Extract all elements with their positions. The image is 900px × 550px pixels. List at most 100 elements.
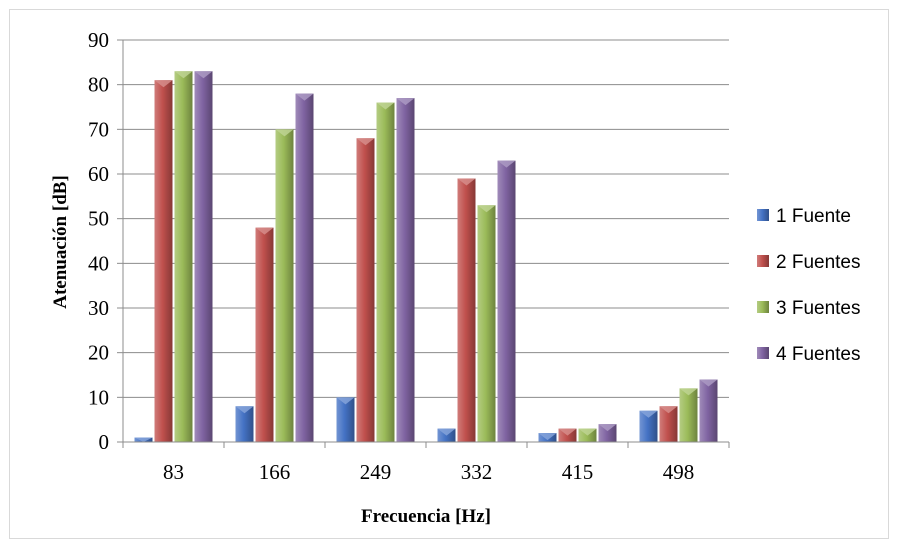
bar-body — [295, 93, 314, 442]
y-tick-label: 20 — [88, 341, 109, 365]
legend-swatch — [757, 255, 769, 267]
bar-body — [174, 71, 193, 443]
bar-cap — [356, 138, 375, 146]
bar-body — [396, 98, 415, 443]
bar-cap — [295, 93, 314, 101]
bar — [598, 424, 617, 442]
x-axis-ticks: 83 166 249 332 415 498 — [122, 441, 730, 484]
bar — [477, 205, 496, 442]
bar — [578, 428, 597, 442]
bar-cap — [639, 410, 658, 418]
bar — [336, 397, 355, 442]
bar-cap — [699, 379, 718, 387]
bar-body — [275, 129, 294, 443]
bar — [356, 138, 375, 442]
y-tick-label: 30 — [88, 296, 109, 320]
legend-label: 2 Fuentes — [776, 252, 861, 273]
bar-cap — [558, 428, 577, 436]
bar-body — [255, 227, 274, 442]
legend: 1 Fuente 2 Fuentes 3 Fuentes 4 Fuentes — [757, 206, 861, 365]
bar-cap — [134, 437, 153, 442]
bar — [396, 98, 415, 443]
y-tick-label: 60 — [88, 162, 109, 186]
bars — [134, 71, 718, 443]
legend-swatch — [757, 347, 769, 359]
bar — [275, 129, 294, 443]
bar-body — [659, 406, 678, 442]
bar — [437, 428, 456, 442]
bar — [538, 433, 557, 442]
bar-body — [679, 388, 698, 442]
y-tick-label: 90 — [88, 28, 109, 52]
x-tick-label: 166 — [259, 460, 291, 484]
legend-item: 2 Fuentes — [757, 252, 861, 273]
bar-body — [235, 406, 254, 442]
bar — [174, 71, 193, 443]
bar-cap — [154, 80, 173, 88]
bar-cap — [255, 227, 274, 235]
bar — [497, 160, 516, 442]
legend-item: 4 Fuentes — [757, 344, 861, 365]
bar-body — [477, 205, 496, 442]
legend-item: 1 Fuente — [757, 206, 851, 227]
bar-body — [194, 71, 213, 443]
bar-cap — [396, 98, 415, 106]
legend-label: 1 Fuente — [776, 206, 851, 227]
bar-cap — [598, 424, 617, 432]
bar-cap — [376, 102, 395, 110]
bar — [699, 379, 718, 442]
bar — [134, 437, 153, 442]
bar-cap — [194, 71, 213, 79]
y-tick-label: 50 — [88, 207, 109, 231]
legend-swatch — [757, 301, 769, 313]
bar — [235, 406, 254, 442]
x-tick-label: 83 — [163, 460, 184, 484]
bar-cap — [497, 160, 516, 168]
bar-cap — [679, 388, 698, 396]
bar-body — [497, 160, 516, 442]
bar-body — [598, 424, 617, 442]
bar-cap — [538, 433, 557, 441]
bar — [558, 428, 577, 442]
bar-cap — [174, 71, 193, 79]
y-tick-label: 10 — [88, 385, 109, 409]
bar-cap — [477, 205, 496, 213]
bar — [639, 410, 658, 442]
bar — [295, 93, 314, 442]
bar-body — [639, 410, 658, 442]
bar-body — [699, 379, 718, 442]
y-tick-label: 70 — [88, 117, 109, 141]
legend-label: 3 Fuentes — [776, 298, 861, 319]
bar — [659, 406, 678, 442]
bar — [194, 71, 213, 443]
bar-cap — [457, 178, 476, 186]
bar-body — [356, 138, 375, 442]
bar-cap — [275, 129, 294, 137]
x-tick-label: 498 — [663, 460, 695, 484]
bar-body — [457, 178, 476, 442]
bar-body — [376, 102, 395, 443]
bar-cap — [578, 428, 597, 436]
legend-label: 4 Fuentes — [776, 344, 861, 365]
bar — [376, 102, 395, 443]
y-tick-label: 0 — [99, 430, 110, 454]
bar — [154, 80, 173, 442]
x-tick-label: 249 — [360, 460, 392, 484]
bar-body — [336, 397, 355, 442]
bar — [679, 388, 698, 442]
x-tick-label: 415 — [562, 460, 594, 484]
x-axis-title: Frecuencia [Hz] — [361, 506, 491, 527]
y-axis-title: Atenuación [dB] — [50, 175, 71, 309]
bar-cap — [437, 428, 456, 436]
y-tick-label: 40 — [88, 251, 109, 275]
y-axis-ticks: 0 10 20 30 40 50 60 70 80 90 — [88, 28, 109, 454]
y-tick-label: 80 — [88, 73, 109, 97]
bar-cap — [659, 406, 678, 414]
bar-cap — [336, 397, 355, 405]
bar — [457, 178, 476, 442]
bar-body — [154, 80, 173, 442]
bar-cap — [235, 406, 254, 414]
legend-swatch — [757, 209, 769, 221]
legend-item: 3 Fuentes — [757, 298, 861, 319]
